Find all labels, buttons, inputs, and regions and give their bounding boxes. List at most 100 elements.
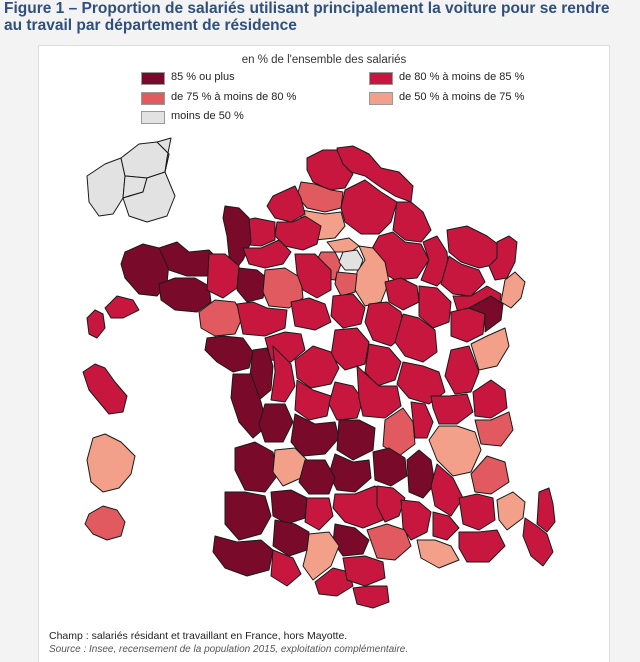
dept-bouches-du-rhone bbox=[416, 539, 460, 569]
dept-cote-d-or bbox=[394, 313, 438, 363]
map-panel: en % de l'ensemble des salariés 85 % ou … bbox=[38, 45, 610, 662]
inset-paris bbox=[86, 137, 176, 223]
dept-seine-maritime bbox=[266, 185, 306, 223]
dept-allier bbox=[356, 365, 402, 419]
metropolitan-france bbox=[120, 145, 556, 609]
dept-charente-maritime bbox=[230, 373, 268, 439]
dept-pas-de-calais bbox=[306, 149, 354, 191]
dept-alpes-haute-provence bbox=[458, 493, 496, 531]
dept-eure bbox=[274, 215, 322, 251]
inset-hauts-de-seine bbox=[86, 157, 126, 217]
champ-note: Champ : salariés résidant et travaillant… bbox=[49, 630, 348, 642]
dept-haut-rhin bbox=[500, 271, 526, 309]
inset-val-de-marne bbox=[122, 171, 176, 223]
legend-title: en % de l'ensemble des salariés bbox=[241, 54, 407, 66]
dept-vaucluse bbox=[432, 511, 460, 541]
dept-charente bbox=[258, 403, 294, 443]
la-reunion bbox=[84, 505, 126, 541]
dept-vienne bbox=[270, 345, 296, 403]
dept-haute-saone bbox=[450, 307, 486, 343]
dept-manche bbox=[222, 205, 252, 271]
dept-territoire-de-belfort bbox=[468, 295, 504, 333]
inset-east-area bbox=[156, 137, 172, 173]
legend-label: 85 % ou plus bbox=[171, 71, 235, 83]
guadeloupe bbox=[86, 295, 140, 339]
dept-loiret bbox=[330, 293, 366, 329]
dept-loire-atlantique bbox=[198, 299, 244, 337]
dept-aveyron bbox=[332, 485, 390, 529]
dept-haute-savoie bbox=[472, 379, 508, 419]
dept-gironde bbox=[234, 441, 278, 493]
guyane bbox=[86, 433, 136, 493]
dept-ardeche bbox=[406, 449, 436, 499]
dept-hautes-pyrenees bbox=[270, 549, 302, 587]
dept-gers bbox=[272, 519, 310, 557]
legend-swatch bbox=[141, 72, 165, 85]
choropleth-map bbox=[82, 137, 556, 609]
dept-drome bbox=[430, 463, 464, 517]
dept-essonne bbox=[334, 271, 358, 297]
dept-doubs bbox=[470, 327, 510, 371]
dept-creuse bbox=[328, 381, 364, 421]
dept-meurthe-moselle bbox=[440, 255, 486, 297]
legend-label: de 75 % à moins de 80 % bbox=[171, 91, 297, 103]
dept-isere bbox=[428, 425, 482, 477]
dept-eure-et-loir bbox=[294, 253, 332, 299]
figure-title-line-1: Figure 1 – Proportion de salariés utilis… bbox=[4, 0, 610, 17]
source-note: Source : Insee, recensement de la popula… bbox=[49, 644, 409, 655]
dept-pyrenees-atlantiques bbox=[212, 535, 274, 577]
dept-haute-vienne bbox=[294, 379, 332, 421]
dept-jura bbox=[444, 345, 480, 395]
dept-correze bbox=[290, 413, 340, 457]
dept-loir-et-cher bbox=[290, 297, 332, 331]
dept-vendee bbox=[204, 335, 254, 373]
dept-rhone bbox=[410, 401, 434, 439]
dept-var bbox=[458, 529, 506, 563]
dept-aisne bbox=[340, 179, 398, 235]
dept-pyrenees-orientales bbox=[352, 585, 390, 609]
dept-orne bbox=[242, 239, 292, 269]
dept-haute-marne bbox=[418, 285, 452, 329]
dept-nievre bbox=[364, 343, 402, 387]
dept-morbihan bbox=[158, 277, 212, 313]
figure-title-line-2: au travail par département de résidence bbox=[4, 17, 297, 34]
dept-ain bbox=[430, 393, 474, 425]
overseas bbox=[82, 295, 140, 541]
dept-haute-garonne bbox=[302, 531, 340, 581]
dept-lozere bbox=[376, 485, 406, 523]
figure-title: Figure 1 – Proportion de salariés utilis… bbox=[4, 0, 636, 34]
dept-ariege bbox=[314, 567, 354, 597]
dept-tarn-et-garonne bbox=[304, 497, 334, 531]
dept-lot-et-garonne bbox=[270, 489, 308, 525]
dept-ardennes bbox=[392, 201, 432, 243]
legend-label: de 50 % à moins de 75 % bbox=[399, 91, 525, 103]
dept-herault bbox=[366, 523, 412, 561]
dept-loire bbox=[382, 407, 416, 457]
dept-haute-corse bbox=[536, 487, 556, 533]
notes: Champ : salariés résidant et travaillant… bbox=[49, 630, 408, 656]
dept-val-d-oise bbox=[326, 237, 360, 253]
dept-savoie bbox=[474, 411, 514, 447]
dept-haute-loire bbox=[372, 447, 408, 487]
legend-label: de 80 % à moins de 85 % bbox=[399, 71, 525, 83]
legend-label: moins de 50 % bbox=[171, 110, 244, 122]
legend-swatch bbox=[369, 72, 393, 85]
legend-swatch bbox=[141, 111, 165, 124]
dept-mayenne bbox=[236, 267, 268, 303]
dept-lot bbox=[298, 459, 336, 495]
dept-aude bbox=[342, 555, 386, 587]
dept-indre bbox=[294, 345, 340, 389]
dept-hautes-alpes bbox=[470, 455, 510, 495]
dept-tarn bbox=[332, 523, 370, 557]
dept-cantal bbox=[328, 453, 372, 493]
dept-maine-et-loire bbox=[236, 301, 288, 337]
dept-puy-de-dome bbox=[336, 419, 376, 461]
dept-paris-ring bbox=[338, 249, 364, 271]
martinique bbox=[82, 363, 128, 415]
legend-swatch bbox=[141, 92, 165, 105]
dept-landes bbox=[224, 491, 272, 541]
dept-alpes-maritimes bbox=[496, 491, 526, 531]
dept-gard bbox=[400, 499, 432, 541]
legend-swatch bbox=[369, 92, 393, 105]
dept-corse-du-sud bbox=[522, 517, 554, 567]
